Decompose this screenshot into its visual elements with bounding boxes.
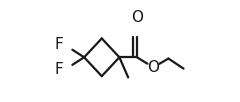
Text: O: O (131, 10, 143, 25)
Text: F: F (54, 37, 63, 52)
Text: F: F (54, 62, 63, 77)
Text: O: O (147, 60, 159, 75)
